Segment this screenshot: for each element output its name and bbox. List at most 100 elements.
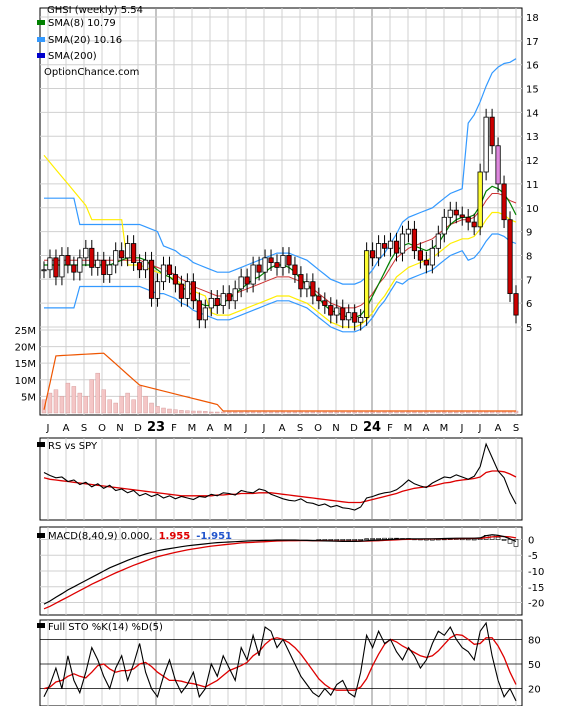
volume-ma-line bbox=[43, 352, 516, 412]
candle-body bbox=[53, 257, 59, 278]
legend-swatch-sma200 bbox=[37, 53, 45, 58]
macd-line bbox=[43, 534, 517, 605]
volume-bar bbox=[328, 411, 333, 414]
macd-label: MACD(8,40,9) 0.000, 1.955 -1.951 bbox=[48, 531, 232, 542]
volume-bar bbox=[232, 411, 238, 414]
candle-body bbox=[220, 293, 226, 306]
candle-body bbox=[370, 250, 376, 259]
volume-bar bbox=[400, 411, 405, 414]
macd-lines bbox=[43, 534, 519, 610]
price-tick-label: 12 bbox=[526, 156, 539, 167]
macd-label-text: MACD(8,40,9) 0.000, bbox=[48, 531, 153, 542]
volume-axis: 25M 20M 15M 10M 5M bbox=[15, 326, 36, 403]
volume-bar bbox=[149, 402, 154, 414]
volume-bar bbox=[334, 411, 339, 414]
macd-histogram-bar bbox=[346, 539, 352, 541]
sto-d-line bbox=[43, 633, 517, 691]
volume-bar bbox=[274, 411, 280, 414]
macd-histogram-bar bbox=[501, 539, 507, 541]
candle-body bbox=[125, 243, 131, 259]
sto-tick-label: 20 bbox=[528, 685, 541, 696]
candle-body bbox=[447, 209, 453, 218]
candle-body bbox=[393, 240, 400, 254]
volume-bar bbox=[436, 411, 441, 414]
volume-bar bbox=[406, 411, 411, 414]
candle-body bbox=[83, 247, 89, 259]
candle-body bbox=[346, 312, 352, 321]
volume-bar bbox=[358, 411, 363, 414]
candle-body bbox=[226, 293, 232, 302]
candle-body bbox=[381, 243, 388, 249]
volume-bar bbox=[262, 411, 268, 414]
volume-bar bbox=[238, 411, 244, 414]
volume-bar bbox=[221, 411, 226, 414]
candle-body bbox=[250, 264, 256, 285]
price-tick-label: 17 bbox=[526, 37, 539, 48]
volume-bar bbox=[143, 396, 148, 414]
volume-bar bbox=[209, 411, 214, 414]
macd-histogram-bar bbox=[376, 538, 381, 540]
volume-bar bbox=[173, 409, 178, 414]
price-tick-label: 5 bbox=[526, 323, 532, 334]
volume-bar bbox=[292, 411, 298, 414]
candle-body bbox=[286, 255, 292, 266]
x-tick-label: A bbox=[207, 423, 214, 434]
macd-histogram-bar bbox=[513, 539, 519, 547]
sto-tick-label: 80 bbox=[528, 635, 541, 646]
candle-body bbox=[190, 281, 196, 302]
candle-body bbox=[477, 171, 483, 228]
price-tick-label: 6 bbox=[526, 299, 532, 310]
candle-body bbox=[322, 300, 328, 306]
candle-body bbox=[310, 281, 316, 297]
macd-grid bbox=[40, 527, 522, 615]
candle-body bbox=[113, 250, 119, 266]
candle-body bbox=[399, 233, 406, 254]
sto-tick-label: 50 bbox=[528, 660, 541, 671]
volume-bar bbox=[83, 396, 89, 414]
volume-bar bbox=[244, 411, 250, 414]
candle-body bbox=[136, 262, 143, 271]
candle-body bbox=[340, 307, 346, 321]
candle-body bbox=[148, 259, 155, 299]
x-tick-label: D bbox=[350, 423, 358, 434]
candle-body bbox=[513, 293, 519, 316]
price-tick-label: 10 bbox=[526, 204, 539, 215]
candle-body bbox=[77, 257, 83, 273]
volume-bar bbox=[370, 411, 375, 414]
volume-bar bbox=[460, 411, 465, 414]
volume-bar bbox=[119, 396, 124, 414]
x-tick-label: M bbox=[188, 423, 197, 434]
sto-axis: 80 50 20 bbox=[528, 635, 541, 695]
candle-body bbox=[41, 269, 47, 272]
sto-panel: 80 50 20 Full STO %K(14) %D(5) bbox=[37, 619, 541, 706]
macd-value-red: 1.955 bbox=[159, 531, 191, 542]
rs-panel-frame bbox=[39, 437, 523, 521]
macd-tick-label: -5 bbox=[528, 551, 538, 562]
candle-body bbox=[101, 259, 107, 275]
candle-body bbox=[268, 257, 274, 264]
volume-bar bbox=[424, 411, 429, 414]
candle-body bbox=[304, 281, 310, 290]
candle-body bbox=[375, 243, 382, 259]
candle-body bbox=[178, 283, 185, 299]
candle-body bbox=[131, 243, 137, 264]
candle-body bbox=[89, 247, 95, 268]
x-tick-label: S bbox=[81, 423, 87, 434]
volume-bar bbox=[250, 411, 256, 414]
legend-swatch-sma8 bbox=[37, 20, 45, 25]
candle-body bbox=[214, 297, 220, 306]
volume-bar bbox=[101, 389, 106, 414]
x-tick-label: O bbox=[98, 423, 106, 434]
macd-histogram-bar bbox=[340, 539, 346, 541]
price-tick-label: 8 bbox=[526, 251, 532, 262]
candle-body bbox=[507, 219, 513, 295]
candle-body bbox=[364, 250, 370, 318]
volume-bar bbox=[454, 411, 459, 414]
price-tick-label: 16 bbox=[526, 61, 539, 72]
x-tick-label: N bbox=[332, 423, 339, 434]
price-candles bbox=[41, 108, 519, 331]
macd-histogram-bar bbox=[471, 538, 477, 541]
volume-bar bbox=[179, 410, 184, 414]
candle-body bbox=[423, 259, 429, 266]
